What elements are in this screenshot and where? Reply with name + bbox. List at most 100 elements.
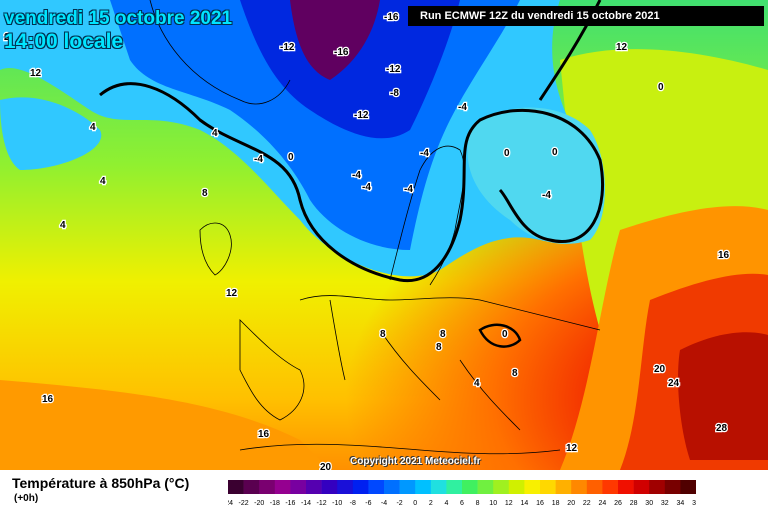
colorbar-tick-label: -22 (239, 500, 249, 507)
band-orange-south (0, 380, 330, 470)
colorbar-swatch (493, 480, 510, 494)
isotherm-label: -4 (458, 102, 467, 113)
colorbar-tick-label: 24 (599, 500, 607, 507)
colorbar-tick-label: 20 (567, 500, 575, 507)
colorbar-tick-label: 10 (489, 500, 497, 507)
colorbar-tick-label: -12 (317, 500, 327, 507)
isotherm-label: -16 (384, 12, 399, 23)
temperature-colorbar (228, 480, 696, 494)
isotherm-label: 12 (616, 42, 628, 53)
coastline-greenland (149, 0, 291, 105)
legend-subtitle: (+0h) (14, 493, 39, 504)
colorbar-tick-label: 8 (476, 500, 480, 507)
isotherm-label: 8 (512, 368, 518, 379)
colorbar-tick-label: -10 (332, 500, 342, 507)
colorbar-swatch (680, 480, 696, 494)
colorbar-swatch (649, 480, 666, 494)
colorbar-swatch (540, 480, 556, 494)
colorbar-swatch (446, 480, 463, 494)
colorbar-swatch (602, 480, 619, 494)
isotherm-label: -4 (352, 170, 361, 181)
colorbar-tick-label: 32 (661, 500, 669, 507)
colorbar-swatch (368, 480, 385, 494)
isotherm-label: -16 (334, 47, 349, 58)
colorbar-tick-label: 0 (413, 500, 417, 507)
colorbar-tick-label: 34 (677, 500, 685, 507)
isotherm-label: -12 (386, 64, 401, 75)
colorbar-swatch (337, 480, 354, 494)
colorbar-swatch (508, 480, 525, 494)
colorbar-swatch (633, 480, 650, 494)
colorbar-swatch (228, 480, 244, 494)
isotherm-label: -4 (254, 154, 263, 165)
coastline-africa (239, 443, 561, 455)
colorbar-swatch (524, 480, 541, 494)
colorbar-tick-label: 12 (505, 500, 513, 507)
isotherm-label: -4 (404, 184, 413, 195)
colorbar-tick-label: 16 (536, 500, 544, 507)
coastline-scandinavia (389, 145, 465, 286)
colorbar-tick-label: -2 (396, 500, 402, 507)
colorbar-tick-label: 30 (645, 500, 653, 507)
colorbar-tick-label: -6 (365, 500, 371, 507)
colorbar-tick-labels: -24-22-20-18-16-14-12-10-8-6-4-202468101… (228, 500, 696, 507)
colorbar-tick-label: -24 (228, 500, 233, 507)
isotherm-label: 4 (474, 378, 480, 389)
colorbar-swatch (274, 480, 291, 494)
band-yellow-east (560, 49, 768, 331)
isotherm-label: 16 (258, 429, 270, 440)
isotherm-label: 0 (504, 148, 510, 159)
zero-isotherm-north (99, 82, 605, 283)
isotherm-label: 8 (440, 329, 446, 340)
colorbar-swatch (321, 480, 338, 494)
isotherm-label: 16 (42, 394, 54, 405)
colorbar-swatch (399, 480, 416, 494)
colorbar-tick-label: 6 (460, 500, 464, 507)
isotherm-label: 0 (502, 329, 508, 340)
isotherm-label: 8 (436, 342, 442, 353)
colorbar-tick-label: 36 (692, 500, 696, 507)
coastline-europe (299, 295, 601, 431)
isotherm-label: 20 (654, 364, 666, 375)
model-run-banner: Run ECMWF 12Z du vendredi 15 octobre 202… (408, 6, 764, 26)
colorbar-tick-label: 2 (429, 500, 433, 507)
isotherm-label: -8 (390, 88, 399, 99)
colorbar-tick-label: -16 (285, 500, 295, 507)
isotherm-label: 4 (90, 122, 96, 133)
colorbar-swatch (259, 480, 276, 494)
isotherm-label: 12 (30, 68, 42, 79)
isotherm-label: 28 (716, 423, 728, 434)
map-time-title: 14:00 locale (4, 30, 124, 53)
colorbar-swatch (618, 480, 634, 494)
isotherm-label: 8 (202, 188, 208, 199)
colorbar-swatch (555, 480, 572, 494)
coastline-iberia (239, 319, 305, 421)
colorbar-swatch (571, 480, 588, 494)
cold-pool-deep (240, 0, 460, 139)
colorbar-swatch (243, 480, 260, 494)
isotherm-label: 20 (320, 462, 332, 470)
isotherm-label: 4 (60, 220, 66, 231)
isotherm-label: 0 (658, 82, 664, 93)
isotherm-label: 16 (718, 250, 730, 261)
isotherm-label: 4 (100, 176, 106, 187)
colorbar-swatch (462, 480, 478, 494)
isotherm-label: 12 (226, 288, 238, 299)
colorbar-swatch (384, 480, 400, 494)
colorbar-swatch (477, 480, 494, 494)
colorbar-tick-label: -14 (301, 500, 311, 507)
colorbar-swatch (290, 480, 307, 494)
band-darkred-east (678, 332, 768, 460)
isotherm-label: 4 (212, 128, 218, 139)
isotherm-label: -12 (280, 42, 295, 53)
isotherm-label: -4 (420, 148, 429, 159)
isotherm-label: -4 (542, 190, 551, 201)
isotherm-label: 24 (668, 378, 680, 389)
isotherm-label: -4 (362, 182, 371, 193)
cold-pool-russia (467, 107, 605, 244)
colorbar-swatch (352, 480, 369, 494)
map-date-title: vendredi 15 octobre 2021 (4, 8, 233, 29)
isotherm-label: -12 (354, 110, 369, 121)
